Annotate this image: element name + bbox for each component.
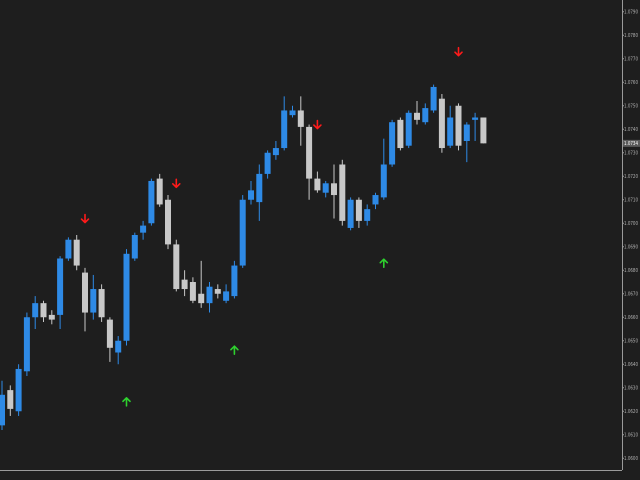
candle-body xyxy=(15,368,22,412)
candle-body xyxy=(23,317,30,372)
y-tick-label: 1.0720 xyxy=(624,174,638,180)
buy-arrow xyxy=(122,397,131,407)
y-tick-label: 1.0740 xyxy=(624,127,638,133)
candle-body xyxy=(123,253,130,341)
candle-body xyxy=(272,148,279,156)
sell-arrow xyxy=(172,178,181,189)
candle-body xyxy=(40,303,47,318)
y-tick-label: 1.0650 xyxy=(624,338,638,344)
candle-body xyxy=(65,239,72,259)
candle-body xyxy=(463,124,470,141)
y-tick-label: 1.0660 xyxy=(624,315,638,321)
candle-body xyxy=(297,110,304,127)
candle-body xyxy=(223,291,230,301)
y-tick-label: 1.0790 xyxy=(624,9,638,15)
candle-body xyxy=(32,303,39,318)
candle-body xyxy=(140,225,147,233)
candle-body xyxy=(397,119,404,149)
candle-body xyxy=(331,183,337,196)
candle-body xyxy=(347,199,354,228)
candle-body xyxy=(480,117,487,144)
candle-body xyxy=(447,117,454,146)
buy-arrow xyxy=(379,258,389,268)
candle-body xyxy=(364,209,371,221)
candle-body xyxy=(48,314,55,320)
candle-body xyxy=(206,286,213,304)
candle-body xyxy=(198,293,205,304)
y-tick-label: 1.0780 xyxy=(624,33,638,39)
candle-body xyxy=(430,86,437,111)
candle-body xyxy=(380,164,387,198)
candle-body xyxy=(248,190,254,200)
candle-body xyxy=(281,110,288,149)
candle-body xyxy=(372,195,379,205)
y-tick-label: 1.0730 xyxy=(624,150,638,156)
candle-body xyxy=(106,319,113,348)
sell-arrow xyxy=(313,119,322,130)
y-tick-label: 1.0610 xyxy=(624,432,638,438)
candle-body xyxy=(289,110,296,116)
candle-body xyxy=(389,122,396,165)
candle-body xyxy=(256,173,263,203)
last-price-box xyxy=(623,139,640,147)
candle-body xyxy=(90,289,97,313)
candle-body xyxy=(148,180,155,224)
candle-body xyxy=(131,235,138,259)
y-tick-label: 1.0600 xyxy=(624,456,638,462)
candle-body xyxy=(214,289,221,294)
candle-body xyxy=(455,105,462,146)
candle-body xyxy=(156,178,163,205)
candle-body xyxy=(181,279,188,290)
sell-arrow xyxy=(454,46,463,57)
y-tick-label: 1.0710 xyxy=(624,197,638,203)
candle-body xyxy=(322,183,329,193)
candle-body xyxy=(472,117,479,120)
candle-body xyxy=(231,265,238,297)
candle-body xyxy=(264,152,271,174)
candle-body xyxy=(115,340,122,353)
candle-body xyxy=(7,390,14,409)
buy-arrow xyxy=(230,345,239,355)
y-tick-label: 1.0670 xyxy=(624,291,638,297)
candle-body xyxy=(165,199,171,245)
y-tick-label: 1.0760 xyxy=(624,80,638,86)
candle-body xyxy=(355,199,362,221)
candle-body xyxy=(339,164,346,221)
y-tick-label: 1.0630 xyxy=(624,385,638,391)
candle-body xyxy=(98,289,105,318)
y-tick-label: 1.0690 xyxy=(624,244,638,250)
candle-body xyxy=(239,199,246,266)
candle-body xyxy=(57,258,64,315)
candle-body xyxy=(438,98,445,149)
last-price-label: 1.0734 xyxy=(624,141,638,147)
y-tick-label: 1.0700 xyxy=(624,221,638,227)
candle-body xyxy=(314,178,321,191)
sell-arrow xyxy=(80,213,90,224)
candle-body xyxy=(405,112,412,146)
candle-body xyxy=(82,272,88,313)
candle-body xyxy=(306,126,313,179)
candle-body xyxy=(422,108,429,123)
y-tick-label: 1.0640 xyxy=(624,362,638,368)
candle-body xyxy=(414,112,420,120)
candle-body xyxy=(73,239,80,266)
candle-body xyxy=(173,244,180,290)
candle-body xyxy=(0,394,5,426)
y-tick-label: 1.0750 xyxy=(624,103,638,109)
y-tick-label: 1.0680 xyxy=(624,268,638,274)
y-tick-label: 1.0770 xyxy=(624,56,638,62)
candle-body xyxy=(189,282,196,301)
y-tick-label: 1.0620 xyxy=(624,409,638,415)
